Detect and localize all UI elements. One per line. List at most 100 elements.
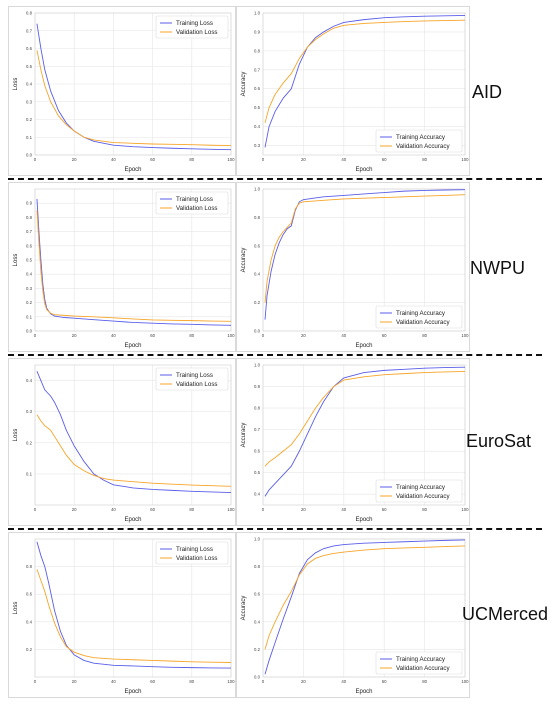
chart-2-y-tick-label: 0.0 bbox=[26, 329, 33, 334]
chart-0-series-line-training bbox=[36, 23, 232, 151]
chart-3-x-tick-label: 80 bbox=[422, 333, 427, 338]
chart-7-plot-frame bbox=[262, 538, 466, 678]
chart-6-x-tick-label: 80 bbox=[189, 679, 194, 684]
chart-3-y-axis-label: Accuracy bbox=[241, 248, 247, 273]
chart-7-x-tick-label: 60 bbox=[382, 679, 387, 684]
chart-4-series-line-training bbox=[36, 371, 232, 494]
chart-4-y-tick-label: 0.4 bbox=[26, 378, 33, 383]
chart-6-legend-label: Validation Loss bbox=[176, 555, 218, 562]
chart-5-x-tick-label: 0 bbox=[262, 507, 265, 512]
chart-0-x-tick-label: 20 bbox=[72, 157, 77, 162]
chart-5-y-tick-label: 1.0 bbox=[254, 363, 261, 368]
chart-3-x-tick-label: 60 bbox=[382, 333, 387, 338]
chart-0-y-tick-label: 0.3 bbox=[26, 99, 33, 104]
chart-1-x-tick-label: 0 bbox=[262, 157, 265, 162]
chart-5-y-tick-label: 0.8 bbox=[254, 406, 261, 411]
chart-0-y-tick-label: 0.2 bbox=[26, 117, 33, 122]
chart-5-x-axis-label: Epoch bbox=[355, 517, 372, 523]
chart-3-y-tick-label: 0.2 bbox=[254, 300, 261, 305]
chart-5-legend-box bbox=[375, 479, 463, 503]
chart-1-x-tick-label: 40 bbox=[341, 157, 346, 162]
chart-7-y-tick-label: 0.4 bbox=[254, 619, 261, 624]
chart-5-legend-label: Validation Accuracy bbox=[396, 493, 450, 500]
chart-0-y-tick-label: 0.1 bbox=[26, 135, 33, 140]
chart-0-plot-frame bbox=[34, 12, 232, 156]
chart-1-y-axis-label: Accuracy bbox=[241, 72, 247, 97]
chart-5-x-tick-label: 80 bbox=[422, 507, 427, 512]
chart-4-y-axis-label: Loss bbox=[13, 429, 19, 442]
eurosat-accuracy-chart: 0 20 40 60 80 100 0.4 0.5 0.6 0.7 0.8 0.9 1.0 Epoch Ac… bbox=[241, 363, 469, 524]
chart-2-y-tick-label: 0.5 bbox=[26, 258, 33, 263]
nwpu-accuracy-panel: 0 20 40 60 80 100 0.0 0.2 0.4 0.6 0.8 1.0 Epoch Accur… bbox=[236, 182, 470, 352]
chart-2-series-line-training bbox=[36, 198, 232, 326]
chart-7-legend-label: Training Accuracy bbox=[396, 656, 446, 663]
chart-5-y-tick-label: 0.7 bbox=[254, 427, 261, 432]
chart-0-x-tick-label: 0 bbox=[34, 157, 37, 162]
ucmerced-loss-chart: 0 20 40 60 80 100 0.2 0.4 0.6 0.8 Epoch Loss Trainin… bbox=[13, 538, 235, 695]
chart-7-legend-box bbox=[375, 651, 463, 675]
chart-5-legend-label: Training Accuracy bbox=[396, 484, 446, 491]
row-label-aid: AID bbox=[472, 82, 503, 102]
chart-7-legend-label: Validation Accuracy bbox=[396, 665, 450, 672]
chart-0-y-tick-label: 0.0 bbox=[26, 153, 33, 158]
chart-2-y-tick-label: 0.8 bbox=[26, 215, 33, 220]
chart-1-legend-box bbox=[375, 129, 463, 153]
eurosat-loss-chart: 0 20 40 60 80 100 0.1 0.2 0.3 0.4 Epoch Loss Trainin… bbox=[13, 364, 235, 523]
aid-accuracy-chart: 0 20 40 60 80 100 0.3 0.4 0.5 0.6 0.7 0.8 0.9 1.0 Epoc… bbox=[241, 11, 469, 174]
chart-6-x-axis-label: Epoch bbox=[124, 689, 141, 695]
chart-2-x-axis-label: Epoch bbox=[124, 343, 141, 349]
row-label-ucmerced: UCMerced bbox=[462, 604, 549, 624]
chart-4-x-tick-label: 40 bbox=[111, 507, 116, 512]
chart-0-series-line-validation bbox=[36, 50, 232, 147]
chart-2-y-tick-label: 0.4 bbox=[26, 272, 33, 277]
chart-4-legend-box bbox=[155, 367, 229, 391]
chart-5-x-tick-label: 60 bbox=[382, 507, 387, 512]
chart-3-series-line-validation bbox=[264, 194, 466, 303]
chart-1-x-tick-label: 60 bbox=[382, 157, 387, 162]
chart-5-y-tick-label: 0.4 bbox=[254, 492, 261, 497]
chart-2-plot-frame bbox=[34, 188, 232, 332]
chart-0-y-axis-label: Loss bbox=[13, 78, 19, 91]
chart-2-x-tick-label: 80 bbox=[189, 333, 194, 338]
chart-5-x-tick-label: 20 bbox=[301, 507, 306, 512]
chart-3-x-tick-label: 40 bbox=[341, 333, 346, 338]
chart-7-y-tick-label: 0.6 bbox=[254, 592, 261, 597]
chart-0-x-tick-label: 80 bbox=[189, 157, 194, 162]
chart-2-legend-label: Training Loss bbox=[176, 196, 213, 203]
chart-2-legend-label: Validation Loss bbox=[176, 205, 218, 212]
chart-6-y-tick-label: 0.8 bbox=[26, 564, 33, 569]
chart-6-y-tick-label: 0.6 bbox=[26, 592, 33, 597]
aid-loss-panel: 0 20 40 60 80 100 0.0 0.1 0.2 0.3 0.4 0.5 0.6 0.7 0.8 E… bbox=[8, 6, 236, 176]
chart-1-y-tick-label: 0.9 bbox=[254, 29, 261, 34]
chart-3-x-tick-label: 100 bbox=[461, 333, 469, 338]
chart-7-y-tick-label: 0.0 bbox=[254, 675, 261, 680]
chart-6-x-tick-label: 20 bbox=[72, 679, 77, 684]
chart-6-x-tick-label: 0 bbox=[34, 679, 37, 684]
chart-4-x-tick-label: 20 bbox=[72, 507, 77, 512]
chart-0-legend-label: Training Loss bbox=[176, 20, 213, 27]
ucmerced-accuracy-chart: 0 20 40 60 80 100 0.0 0.2 0.4 0.6 0.8 1.0 Epoch Accur… bbox=[241, 537, 469, 696]
chart-5-series-line-validation bbox=[264, 371, 466, 467]
chart-0-y-tick-label: 0.6 bbox=[26, 46, 33, 51]
chart-4-legend-label: Training Loss bbox=[176, 372, 213, 379]
row-divider bbox=[8, 178, 542, 180]
chart-1-x-axis-label: Epoch bbox=[355, 167, 372, 173]
chart-2-y-tick-label: 0.6 bbox=[26, 243, 33, 248]
chart-1-legend-label: Training Accuracy bbox=[396, 134, 446, 141]
chart-1-legend-label: Validation Accuracy bbox=[396, 143, 450, 150]
chart-3-x-axis-label: Epoch bbox=[355, 343, 372, 349]
chart-5-y-tick-label: 0.6 bbox=[254, 449, 261, 454]
chart-3-y-tick-label: 1.0 bbox=[254, 187, 261, 192]
chart-3-y-tick-label: 0.6 bbox=[254, 243, 261, 248]
chart-1-x-tick-label: 80 bbox=[422, 157, 427, 162]
chart-7-series-line-validation bbox=[264, 545, 466, 650]
row-label-nwpu: NWPU bbox=[470, 258, 525, 278]
chart-6-x-tick-label: 40 bbox=[111, 679, 116, 684]
chart-2-x-tick-label: 0 bbox=[34, 333, 37, 338]
chart-4-x-axis-label: Epoch bbox=[124, 517, 141, 523]
chart-6-plot-frame bbox=[34, 538, 232, 678]
chart-4-x-tick-label: 60 bbox=[150, 507, 155, 512]
nwpu-accuracy-chart: 0 20 40 60 80 100 0.0 0.2 0.4 0.6 0.8 1.0 Epoch Accur… bbox=[241, 187, 469, 350]
chart-6-series-line-training bbox=[36, 541, 232, 669]
chart-6-series-line-validation bbox=[36, 569, 232, 663]
